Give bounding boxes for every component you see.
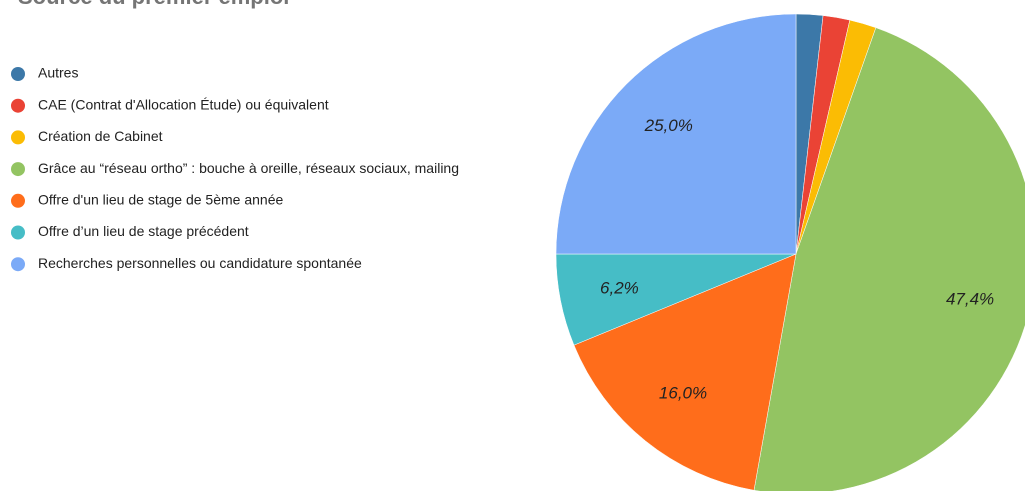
legend-swatch xyxy=(11,130,25,145)
legend-text: CAE (Contrat d'Allocation Étude) ou équi… xyxy=(38,96,329,112)
pie-slice xyxy=(573,253,797,491)
slice-label: 25,0% xyxy=(644,116,693,135)
legend-swatch xyxy=(11,98,25,113)
pie-slice xyxy=(753,27,1025,491)
legend-text: Autres xyxy=(38,65,78,81)
legend-swatch xyxy=(11,67,25,81)
legend-swatch xyxy=(11,162,25,177)
legend-text: Offre d’un lieu de stage précédent xyxy=(38,223,249,239)
chart-title: Source du premier emploi xyxy=(18,0,289,9)
slice-label: 16,0% xyxy=(659,384,707,403)
legend-text: Création de Cabinet xyxy=(38,128,163,144)
legend-text: Recherches personnelles ou candidature s… xyxy=(38,255,362,271)
legend-swatch xyxy=(11,225,25,240)
slice-label: 6,2% xyxy=(600,278,639,297)
slice-label: 47,4% xyxy=(946,289,994,308)
legend-text: Grâce au “réseau ortho” : bouche à oreil… xyxy=(38,160,459,176)
legend-swatch xyxy=(11,257,25,272)
legend-text: Offre d'un lieu de stage de 5ème année xyxy=(38,192,283,208)
legend-swatch xyxy=(11,193,25,208)
pie-slice xyxy=(555,13,797,255)
